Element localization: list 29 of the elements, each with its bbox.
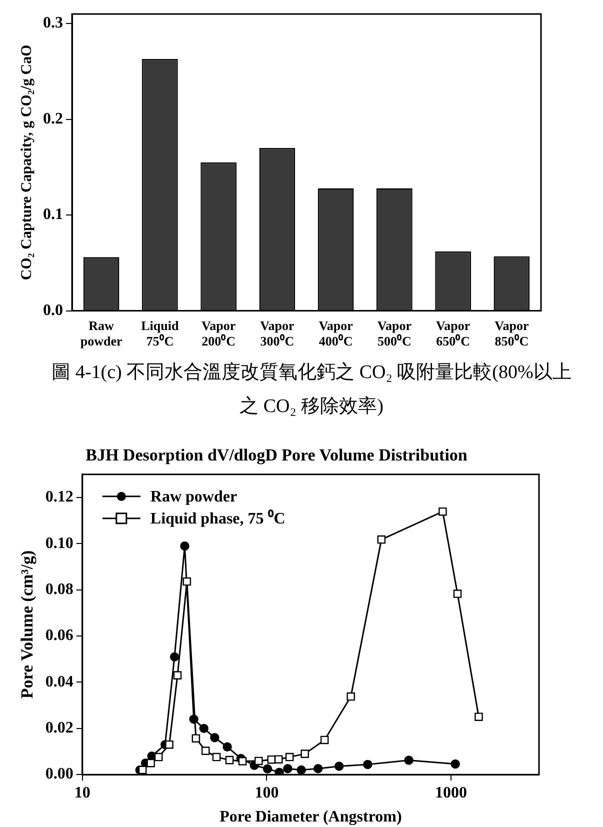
y-axis-title: Pore Volume (cm³/g)	[18, 550, 37, 699]
y-tick-label: 0.08	[45, 581, 74, 598]
y-axis-title: CO₂ Capture Capacity, g CO₂/g CaO	[18, 44, 35, 280]
y-tick-label: 0.04	[45, 673, 74, 690]
x-tick-label: Vapor 850⁰C	[494, 318, 530, 349]
x-tick-label: Liquid 75⁰C	[141, 318, 180, 349]
x-tick-label: Vapor 650⁰C	[436, 318, 470, 349]
y-tick-label: 0.2	[43, 110, 63, 128]
x-axis-title: Pore Diameter (Angstrom)	[220, 808, 402, 826]
x-tick-label: 100	[254, 784, 279, 802]
y-tick-label: 0.00	[45, 766, 74, 783]
y-tick-label: 0.12	[45, 488, 74, 506]
x-tick-label: Vapor 300⁰C	[260, 318, 295, 349]
legend-label: Raw powder	[150, 488, 238, 506]
x-tick-label: Vapor 400⁰C	[318, 318, 354, 349]
y-tick-label: 0.0	[43, 302, 63, 319]
y-tick-label: 0.1	[43, 206, 63, 224]
chart-title: BJH Desorption dV/dlogD Pore Volume Distribution	[86, 446, 468, 465]
y-tick-label: 0.10	[45, 534, 74, 552]
x-tick-label: 10	[74, 784, 90, 802]
x-tick-label: 1000	[435, 784, 468, 802]
y-tick-label: 0.06	[45, 627, 74, 644]
legend-label: Liquid phase, 75 ⁰C	[150, 510, 286, 528]
x-tick-label: Vapor 200⁰C	[201, 318, 236, 349]
y-tick-label: 0.3	[43, 14, 63, 32]
y-tick-label: 0.02	[45, 720, 74, 737]
caption: 圖 4-1(c) 不同水合溫度改質氧化鈣之 CO₂ 吸附量比較(80%以上之 CO₂ 移除效率)	[50, 361, 572, 419]
x-tick-label: Raw powder	[80, 318, 122, 349]
x-tick-label: Vapor 500⁰C	[377, 318, 412, 349]
